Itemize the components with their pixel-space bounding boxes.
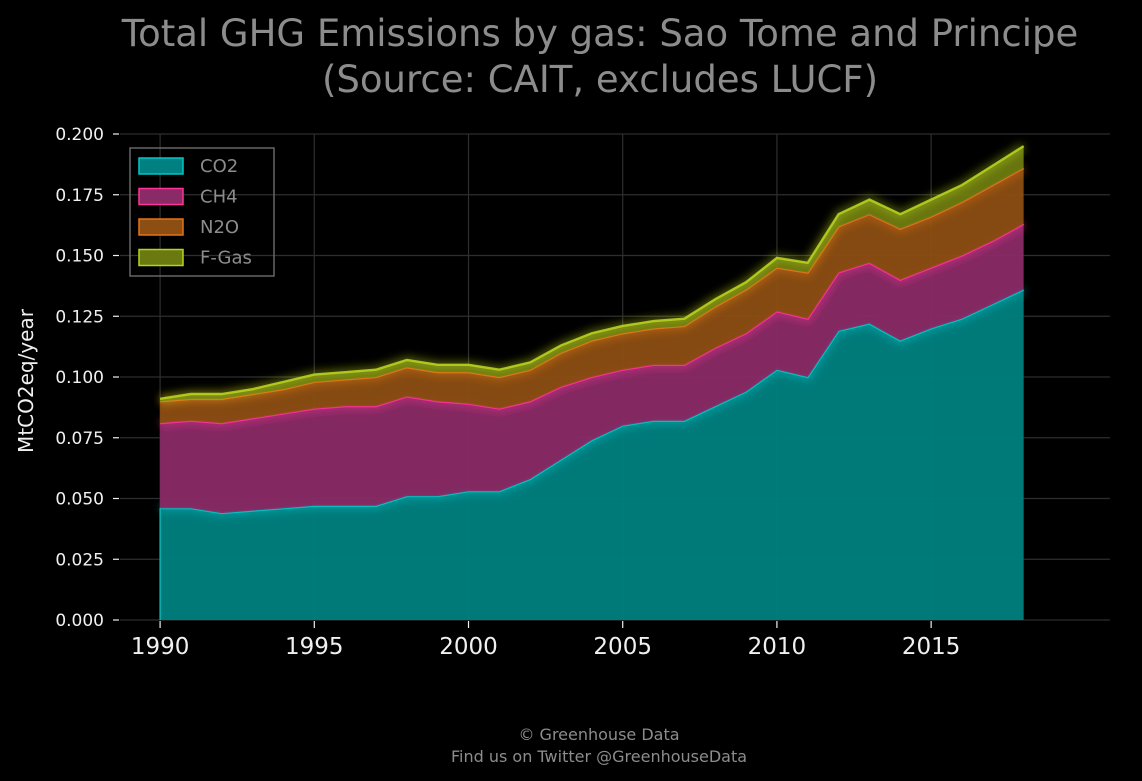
area-edge-f-gas	[159, 145, 1025, 401]
y-tick-label-0: 0.000	[55, 611, 104, 631]
footer-copyright: © Greenhouse Data	[518, 725, 679, 744]
legend-box	[129, 147, 275, 277]
y-tick-label-4: 0.100	[55, 368, 104, 388]
footer-twitter: Find us on Twitter @GreenhouseData	[451, 747, 747, 766]
legend-label-f-gas: F-Gas	[200, 248, 252, 269]
x-tick-label-1: 1995	[285, 634, 344, 660]
x-tick-label-0: 1990	[131, 634, 190, 660]
x-tick-label-4: 2010	[748, 634, 807, 660]
chart-title: Total GHG Emissions by gas: Sao Tome and…	[121, 12, 1079, 55]
chart-subtitle: (Source: CAIT, excludes LUCF)	[322, 58, 878, 101]
legend: CO2 CH4 N2O F-Gas	[129, 147, 275, 277]
legend-label-n2o: N2O	[200, 217, 239, 238]
y-tick-label-2: 0.050	[55, 490, 104, 510]
y-tick-label-1: 0.025	[55, 550, 104, 570]
plot-area	[159, 142, 1027, 620]
y-axis-label: MtCO2eq/year	[14, 308, 38, 453]
y-axis: 0.000 0.025 0.050 0.075 0.100 0.125 0.150 0.175…	[55, 125, 119, 631]
y-tick-label-7: 0.175	[55, 186, 104, 206]
legend-swatch-n2o	[138, 218, 184, 236]
x-tick-label-3: 2005	[593, 634, 652, 660]
legend-swatch-ch4	[138, 187, 184, 206]
area-co2	[160, 289, 1024, 620]
x-axis: 1990 1995 2000 2005 2010 2015	[131, 621, 961, 660]
x-tick-label-2: 2000	[439, 634, 498, 660]
legend-label-ch4: CH4	[200, 187, 238, 208]
y-tick-label-8: 0.200	[55, 125, 104, 145]
legend-label-co2: CO2	[200, 156, 238, 177]
legend-swatch-f-gas	[138, 248, 184, 267]
y-tick-label-3: 0.075	[55, 429, 104, 449]
legend-swatch-co2	[138, 157, 184, 175]
y-tick-label-6: 0.150	[55, 247, 104, 267]
y-tick-label-5: 0.125	[55, 307, 104, 327]
area-ch4	[160, 223, 1024, 514]
x-tick-label-5: 2015	[902, 634, 961, 660]
